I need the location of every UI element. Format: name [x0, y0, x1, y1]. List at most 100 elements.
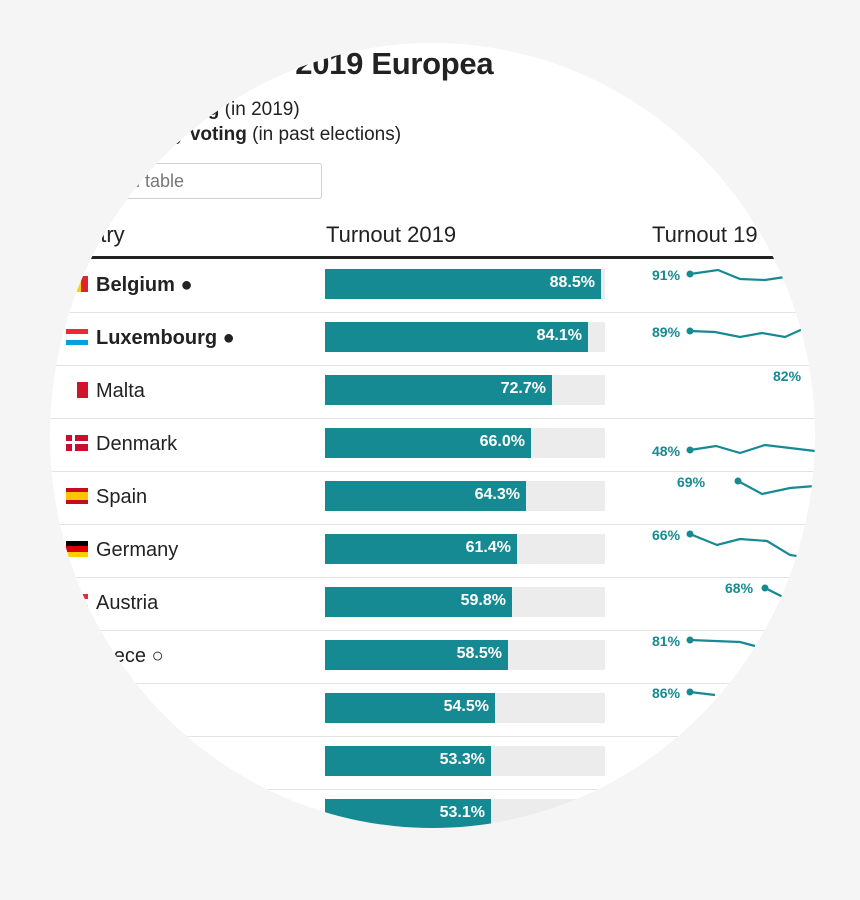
- bar-value-label: 54.5%: [443, 698, 489, 715]
- bar-track: 88.5%: [325, 269, 605, 299]
- bar-track: 61.4%: [325, 534, 605, 564]
- sparkline-start-point: [811, 371, 815, 379]
- table-row: Germany 61.4% 66%: [50, 524, 815, 578]
- sparkline: 91%: [652, 267, 786, 283]
- flag-luxembourg-icon: [66, 329, 88, 345]
- bar-row-10: 53.3%: [325, 746, 491, 776]
- page-title: e 2019 Europea: [270, 46, 494, 81]
- bar-value-label: 64.3%: [474, 486, 520, 503]
- bar-value-label: 66.0%: [479, 433, 525, 450]
- sparkline-start-point: [686, 530, 694, 538]
- bar-value-label: 61.4%: [465, 539, 511, 556]
- sparkline-path: [689, 690, 716, 697]
- legend-compulsory-past: n compulsory voting (in past elections): [60, 124, 401, 146]
- sparkline-start-point: [734, 477, 742, 485]
- sparkline-start-point: [686, 446, 694, 454]
- bar-track: 66.0%: [325, 428, 605, 458]
- table-row: 53.1%: [50, 789, 815, 828]
- flag-germany-icon: [66, 541, 88, 557]
- bar-luxembourg: 84.1%: [325, 322, 588, 352]
- sparkline-start-label: 66%: [652, 527, 681, 543]
- flag-denmark-icon: [66, 435, 88, 451]
- bar-belgium: 88.5%: [325, 269, 601, 299]
- bar-track: 59.8%: [325, 587, 605, 617]
- table-view: e 2019 Europea ompulsory voting (in 2019…: [50, 43, 815, 828]
- column-header-turnout-history[interactable]: Turnout 19: [652, 222, 758, 247]
- sparkline-start-label: 89%: [652, 324, 681, 340]
- bar-row-9: 54.5%: [325, 693, 495, 723]
- bar-track: 54.5%: [325, 693, 605, 723]
- table-row: Luxembourg ● 84.1% 89%: [50, 312, 815, 366]
- sparkline: 81%: [652, 633, 756, 649]
- bar-germany: 61.4%: [325, 534, 517, 564]
- bar-track: 72.7%: [325, 375, 605, 405]
- country-name: Belgium ●: [96, 274, 193, 296]
- sparkline-start-label: 82%: [773, 368, 802, 384]
- search-input[interactable]: [60, 163, 322, 199]
- flag-spain-icon: [66, 488, 88, 504]
- sparkline-start-label: 69%: [677, 474, 706, 490]
- sparkline-path: [764, 587, 786, 599]
- country-name: Luxembourg ●: [96, 327, 235, 349]
- country-name: Spain: [96, 486, 148, 508]
- table-row: Belgium ● 88.5% 91%: [50, 259, 815, 313]
- bar-value-label: 59.8%: [460, 592, 506, 609]
- table-row: reece ○ 58.5% 81%: [50, 630, 815, 684]
- sparkline-path: [689, 268, 786, 282]
- legend-rest: (in 2019): [219, 99, 300, 120]
- legend-bold: ompulsory voting: [60, 99, 220, 120]
- sparkline: 68%: [725, 580, 786, 599]
- bar-track: 84.1%: [325, 322, 605, 352]
- bar-value-label: 84.1%: [536, 327, 582, 344]
- sparkline-path: [689, 638, 756, 648]
- table-row: Spain 64.3% 69%: [50, 471, 815, 525]
- bar-value-label: 72.7%: [500, 380, 546, 397]
- table-row: Austria 59.8% 68%: [50, 577, 815, 631]
- country-name: Austria: [96, 592, 159, 614]
- sparkline: 89%: [652, 324, 806, 340]
- sparkline-start-label: 91%: [652, 267, 681, 283]
- bar-spain: 64.3%: [325, 481, 526, 511]
- sparkline-start-point: [686, 327, 694, 335]
- flag-malta-icon: [66, 382, 88, 398]
- header-rule: [50, 256, 815, 259]
- magnifier-lens: e 2019 Europea ompulsory voting (in 2019…: [50, 43, 815, 828]
- flag-belgium-icon: [66, 276, 88, 292]
- sparkline-start-point: [686, 688, 694, 696]
- sparkline: 82%: [773, 368, 815, 384]
- sparkline-path: [689, 326, 806, 339]
- sparkline-path: [737, 480, 815, 496]
- sparkline-start-point: [686, 270, 694, 278]
- bar-value-label: 88.5%: [549, 274, 595, 291]
- table-row: Malta 72.7% 82%: [50, 365, 815, 419]
- column-header-turnout-2019[interactable]: Turnout 2019: [326, 222, 457, 247]
- bar-value-label: 53.3%: [439, 751, 485, 768]
- sparkline-start-label: 81%: [652, 633, 681, 649]
- table-row: 54.5% 86%: [50, 683, 815, 737]
- sparkline: 86%: [652, 685, 716, 701]
- sparkline-path: [689, 443, 815, 455]
- bar-value-label: 53.1%: [439, 804, 485, 821]
- bar-track: 53.1%: [325, 799, 605, 828]
- legend-bold: n compulsory voting: [60, 124, 247, 145]
- bar-denmark: 66.0%: [325, 428, 531, 458]
- bar-track: 64.3%: [325, 481, 605, 511]
- sparkline-start-point: [686, 636, 694, 644]
- bar-row-11: 53.1%: [325, 799, 491, 828]
- legend-rest: (in past elections): [246, 124, 402, 145]
- flag-austria-icon: [66, 594, 88, 610]
- column-header-country[interactable]: ntry: [88, 222, 125, 247]
- sparkline: 66%: [652, 527, 811, 560]
- country-name: Germany: [96, 539, 179, 561]
- sparkline-start-point: [761, 584, 769, 592]
- sparkline-start-label: 68%: [725, 580, 754, 596]
- bar-malta: 72.7%: [325, 375, 552, 405]
- bar-greece: 58.5%: [325, 640, 508, 670]
- country-name: Denmark: [96, 433, 178, 455]
- country-name: Malta: [96, 380, 145, 402]
- bar-track: 53.3%: [325, 746, 605, 776]
- sparkline-start-label: 86%: [652, 685, 681, 701]
- sparkline-path: [689, 532, 811, 560]
- table-row: 53.3%: [50, 736, 815, 790]
- country-name: reece ○: [96, 645, 164, 667]
